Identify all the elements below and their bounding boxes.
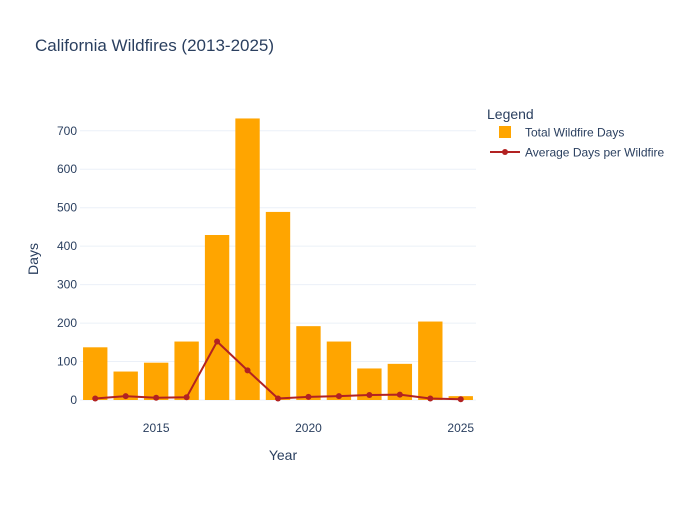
y-axis-label: Days — [25, 243, 41, 275]
bar-2020[interactable] — [296, 326, 321, 400]
x-tick-label: 2020 — [295, 421, 322, 435]
bar-2017[interactable] — [204, 235, 230, 400]
legend[interactable]: Legend Total Wildfire Days Average Days … — [487, 106, 664, 160]
bar-2019[interactable] — [265, 211, 291, 400]
legend-label-total-wildfire-days: Total Wildfire Days — [525, 126, 624, 140]
y-tick-label: 600 — [57, 162, 77, 176]
legend-label-average-days-per-wildfire: Average Days per Wildfire — [525, 146, 664, 160]
line-point-2015[interactable] — [153, 394, 160, 401]
bar-2015[interactable] — [143, 362, 169, 400]
legend-bar-swatch — [499, 126, 511, 138]
y-tick-label: 100 — [57, 355, 77, 369]
line-series — [92, 338, 464, 403]
line-point-2016[interactable] — [183, 394, 190, 401]
chart-title: California Wildfires (2013-2025) — [35, 36, 274, 55]
line-point-2020[interactable] — [305, 393, 312, 400]
x-tick-label: 2015 — [143, 421, 170, 435]
bar-2016[interactable] — [174, 341, 199, 400]
y-tick-label: 0 — [70, 393, 77, 407]
y-tick-label: 200 — [57, 316, 77, 330]
legend-line-marker — [502, 149, 508, 155]
line-point-2023[interactable] — [396, 391, 403, 398]
line-point-2022[interactable] — [366, 392, 373, 398]
legend-item-total-wildfire-days[interactable]: Total Wildfire Days — [499, 126, 624, 140]
legend-title: Legend — [487, 106, 534, 122]
x-axis-ticks: 2015 2020 2025 — [143, 421, 475, 435]
y-tick-label: 500 — [57, 201, 77, 215]
bar-2013[interactable] — [83, 347, 108, 400]
line-point-2025[interactable] — [457, 396, 464, 403]
line-point-2014[interactable] — [122, 393, 129, 400]
bar-2018[interactable] — [235, 118, 260, 400]
y-tick-label: 300 — [57, 278, 77, 292]
legend-item-average-days-per-wildfire[interactable]: Average Days per Wildfire — [490, 146, 664, 160]
line-point-2024[interactable] — [427, 395, 434, 402]
bar-2021[interactable] — [326, 341, 352, 400]
y-tick-label: 400 — [57, 239, 77, 253]
line-point-2017[interactable] — [214, 338, 221, 345]
line-point-2021[interactable] — [335, 393, 342, 400]
line-point-2013[interactable] — [92, 395, 99, 402]
line-point-2018[interactable] — [244, 367, 251, 374]
x-axis-label: Year — [269, 447, 298, 463]
y-axis-ticks: 0 100 200 300 400 500 600 700 — [57, 124, 77, 407]
bar-2024[interactable] — [418, 321, 443, 400]
y-tick-label: 700 — [57, 124, 77, 138]
x-tick-label: 2025 — [447, 421, 474, 435]
line-point-2019[interactable] — [275, 395, 281, 402]
